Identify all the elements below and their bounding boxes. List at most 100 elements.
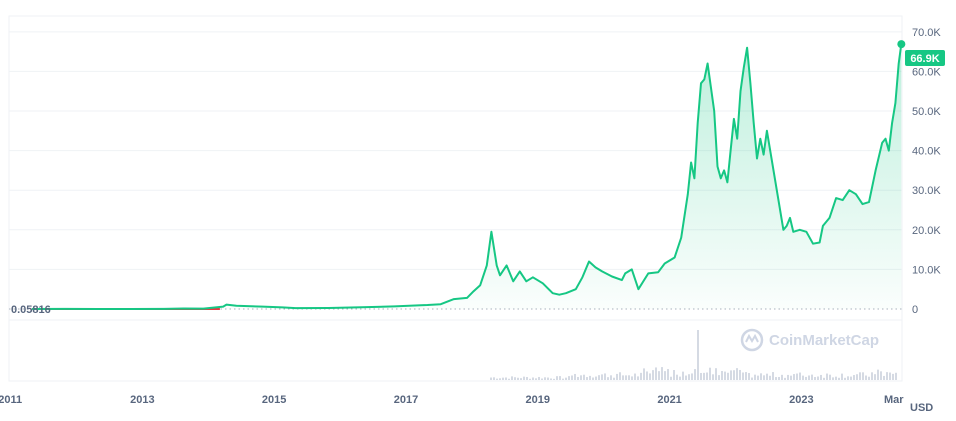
- x-axis-ticks: 2011 2013 2015 2017 2019 2021 2023 Mar: [0, 394, 904, 406]
- volume-bar: [532, 377, 534, 380]
- volume-bar: [604, 373, 606, 380]
- volume-bar: [529, 378, 531, 380]
- volume-bar: [781, 374, 783, 380]
- volume-bar: [625, 375, 627, 380]
- volume-bar: [667, 369, 669, 380]
- volume-bar: [883, 375, 885, 380]
- volume-bar: [688, 374, 690, 380]
- volume-bar: [808, 375, 810, 380]
- volume-bar: [775, 377, 777, 380]
- volume-bar: [844, 377, 846, 380]
- volume-bar: [592, 377, 594, 380]
- volume-bar: [571, 375, 573, 380]
- volume-bar: [598, 375, 600, 380]
- volume-bar: [538, 376, 540, 380]
- volume-bar: [847, 376, 849, 380]
- volume-bar: [493, 377, 495, 380]
- x-tick-label: 2011: [0, 394, 22, 406]
- volume-bar: [637, 376, 639, 380]
- volume-bar: [763, 375, 765, 380]
- y-tick-label: 20.0K: [912, 225, 941, 237]
- volume-bar: [745, 372, 747, 380]
- volume-bar: [523, 376, 525, 380]
- volume-bar: [613, 377, 615, 380]
- volume-bar: [742, 372, 744, 380]
- current-price-badge-text: 66.9K: [910, 53, 939, 65]
- volume-bar: [766, 373, 768, 380]
- volume-bar: [601, 374, 603, 380]
- volume-bar: [838, 377, 840, 380]
- volume-bar: [490, 377, 492, 380]
- volume-bar: [895, 372, 897, 380]
- volume-bar: [853, 375, 855, 380]
- volume-bar: [631, 376, 633, 380]
- volume-bar: [733, 370, 735, 380]
- plot-frame: [8, 15, 903, 382]
- volume-bar: [550, 378, 552, 380]
- volume-bar: [724, 371, 726, 380]
- volume-bar: [880, 371, 882, 380]
- coinmarketcap-logo-wave: [745, 333, 759, 343]
- volume-bar: [709, 367, 711, 380]
- volume-bar: [682, 371, 684, 380]
- y-tick-label: 10.0K: [912, 264, 941, 276]
- coinmarketcap-logo-icon: [740, 328, 764, 352]
- volume-bar: [622, 375, 624, 380]
- volume-bar: [499, 378, 501, 380]
- volume-bar: [832, 377, 834, 380]
- x-tick-label: 2019: [526, 394, 550, 406]
- volume-bar: [859, 372, 861, 380]
- x-tick-label: 2021: [657, 394, 681, 406]
- volume-bar: [616, 373, 618, 380]
- current-price-dot: [897, 40, 906, 49]
- volume-bar: [619, 372, 621, 380]
- volume-bar: [556, 376, 558, 380]
- volume-bar: [835, 376, 837, 380]
- volume-bar: [862, 372, 864, 380]
- volume-bar: [805, 376, 807, 380]
- volume-bar: [712, 374, 714, 380]
- volume-bar: [871, 372, 873, 380]
- volume-bar: [694, 369, 696, 380]
- x-tick-label: 2015: [262, 394, 286, 406]
- volume-bar: [565, 377, 567, 380]
- volume-bar: [736, 368, 738, 380]
- volume-bar: [514, 377, 516, 380]
- volume-bar: [751, 377, 753, 380]
- y-axis-ticks: 0 10.0K 20.0K 30.0K 40.0K 50.0K 60.0K 70.0K: [912, 27, 941, 316]
- x-tick-label: 2017: [394, 394, 418, 406]
- volume-bar: [541, 378, 543, 380]
- volume-bar: [754, 374, 756, 380]
- volume-bar: [562, 378, 564, 380]
- x-tick-label: 2013: [130, 394, 154, 406]
- volume-bar: [700, 372, 702, 380]
- volume-bar: [517, 377, 519, 380]
- volume-bar: [685, 375, 687, 380]
- volume-bar: [841, 373, 843, 380]
- volume-bar: [553, 378, 555, 380]
- volume-bar: [799, 372, 801, 380]
- coinmarketcap-watermark: CoinMarketCap: [740, 328, 879, 352]
- volume-bars: [490, 330, 897, 380]
- volume-bar: [661, 367, 663, 380]
- baseline-price-label: 0.05816: [11, 304, 51, 316]
- y-tick-label: 70.0K: [912, 27, 941, 39]
- volume-bar: [508, 378, 510, 380]
- volume-bar: [640, 372, 642, 380]
- volume-bar: [814, 377, 816, 380]
- volume-bar: [697, 330, 699, 380]
- volume-bar: [520, 378, 522, 380]
- y-tick-label: 60.0K: [912, 66, 941, 78]
- current-price-badge: [905, 50, 945, 66]
- volume-bar: [511, 376, 513, 380]
- volume-bar: [739, 369, 741, 380]
- volume-bar: [583, 374, 585, 380]
- volume-bar: [658, 371, 660, 380]
- volume-bar: [769, 375, 771, 380]
- volume-bar: [706, 372, 708, 380]
- volume-bar: [544, 377, 546, 380]
- volume-bar: [826, 373, 828, 380]
- volume-bar: [643, 368, 645, 380]
- volume-bar: [586, 377, 588, 380]
- volume-bar: [820, 374, 822, 380]
